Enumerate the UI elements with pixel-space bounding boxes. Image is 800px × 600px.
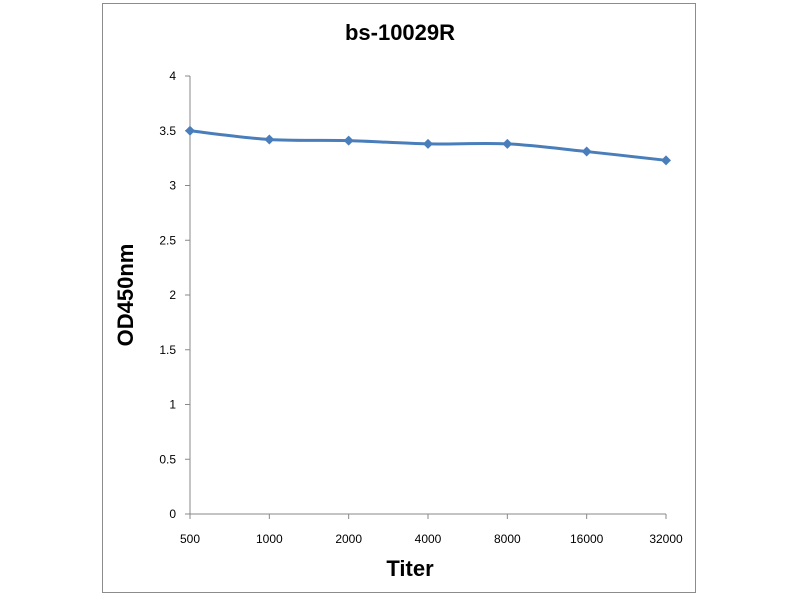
y-tick-label: 0.5 (159, 452, 176, 466)
x-tick-label: 16000 (570, 532, 604, 546)
y-tick-label: 1 (169, 398, 176, 412)
chart-frame (102, 3, 696, 593)
data-point (581, 146, 592, 157)
x-tick-label: 32000 (649, 532, 683, 546)
data-point (343, 135, 354, 146)
y-tick-label: 3.5 (159, 124, 176, 138)
x-axis-title: Titer (386, 556, 434, 581)
data-point (423, 138, 433, 149)
chart-title: bs-10029R (345, 20, 455, 45)
data-point (185, 125, 195, 136)
data-point (264, 134, 275, 145)
x-tick-label: 2000 (335, 532, 362, 546)
x-tick-label: 8000 (494, 532, 521, 546)
y-tick-label: 2.5 (159, 233, 176, 247)
x-tick-label: 500 (180, 532, 200, 546)
y-tick-label: 3 (169, 179, 176, 193)
x-tick-label: 4000 (415, 532, 442, 546)
x-tick-label: 1000 (256, 532, 283, 546)
y-tick-label: 4 (169, 69, 176, 83)
y-tick-label: 1.5 (159, 343, 176, 357)
y-tick-label: 2 (169, 288, 176, 302)
y-tick-label: 0 (169, 507, 176, 521)
y-axis-title: OD450nm (113, 244, 138, 347)
data-point (661, 155, 671, 166)
data-point (502, 138, 513, 149)
